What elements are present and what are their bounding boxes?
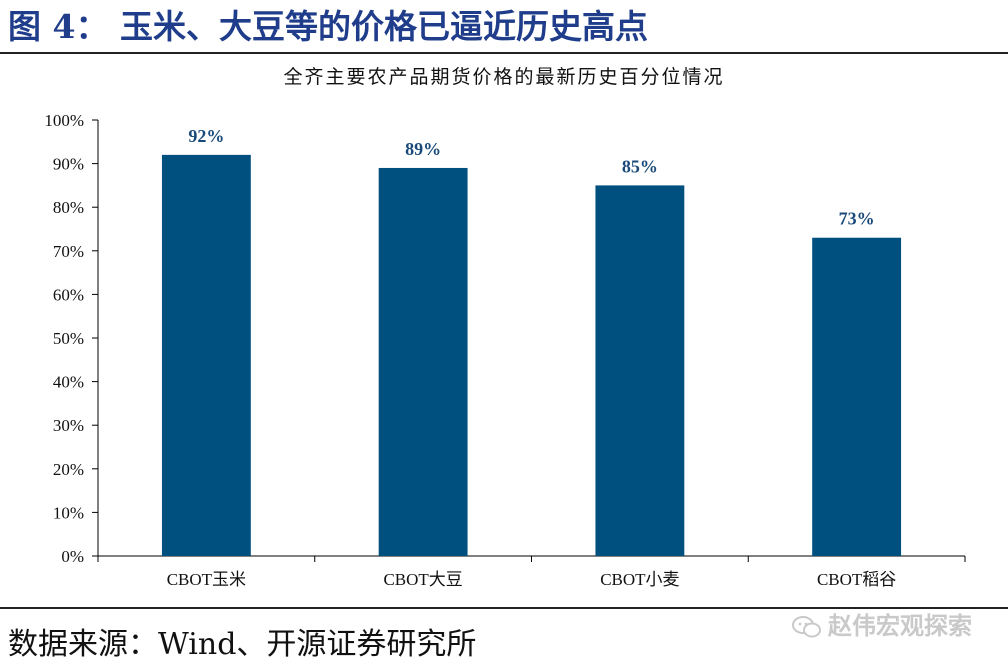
bar [378, 167, 468, 556]
data-label: 73% [839, 209, 875, 229]
chart-title: 全齐主要农产品期货价格的最新历史百分位情况 [283, 66, 725, 88]
x-tick-label: CBOT大豆 [383, 570, 462, 589]
bar [595, 185, 685, 556]
y-tick-label: 40% [53, 373, 84, 392]
watermark-text: 赵伟宏观探索 [828, 612, 972, 640]
bar-chart: 0% 10% 20% 30% 40% 50% 60% 70% 80% 90% 100% 92% CBOT… [44, 111, 966, 589]
watermark: 赵伟宏观探索 [792, 606, 972, 641]
data-label: 92% [188, 126, 224, 146]
y-tick-label: 100% [44, 111, 84, 130]
x-tick-label: CBOT小麦 [600, 570, 679, 589]
bottom-rule [0, 607, 1008, 609]
y-tick-label: 90% [53, 155, 84, 174]
bar [161, 154, 251, 556]
source-note: 数据来源：Wind、开源证券研究所 [8, 627, 477, 662]
y-tick-label: 70% [53, 242, 84, 261]
figure-title: 图 4： 玉米、大豆等的价格已逼近历史高点 [8, 7, 648, 46]
y-tick-label: 20% [53, 460, 84, 479]
y-tick-label: 10% [53, 503, 84, 522]
x-tick-label: CBOT稻谷 [817, 570, 896, 589]
y-tick-label: 30% [53, 416, 84, 435]
top-rule [0, 52, 1008, 54]
y-tick-label: 50% [53, 329, 84, 348]
data-label: 85% [622, 156, 658, 176]
bar [812, 237, 902, 556]
y-tick-label: 0% [61, 547, 84, 566]
y-tick-label: 80% [53, 198, 84, 217]
x-tick-label: CBOT玉米 [167, 570, 246, 589]
wechat-icon [792, 616, 821, 638]
y-tick-label: 60% [53, 285, 84, 304]
data-label: 89% [405, 139, 441, 159]
